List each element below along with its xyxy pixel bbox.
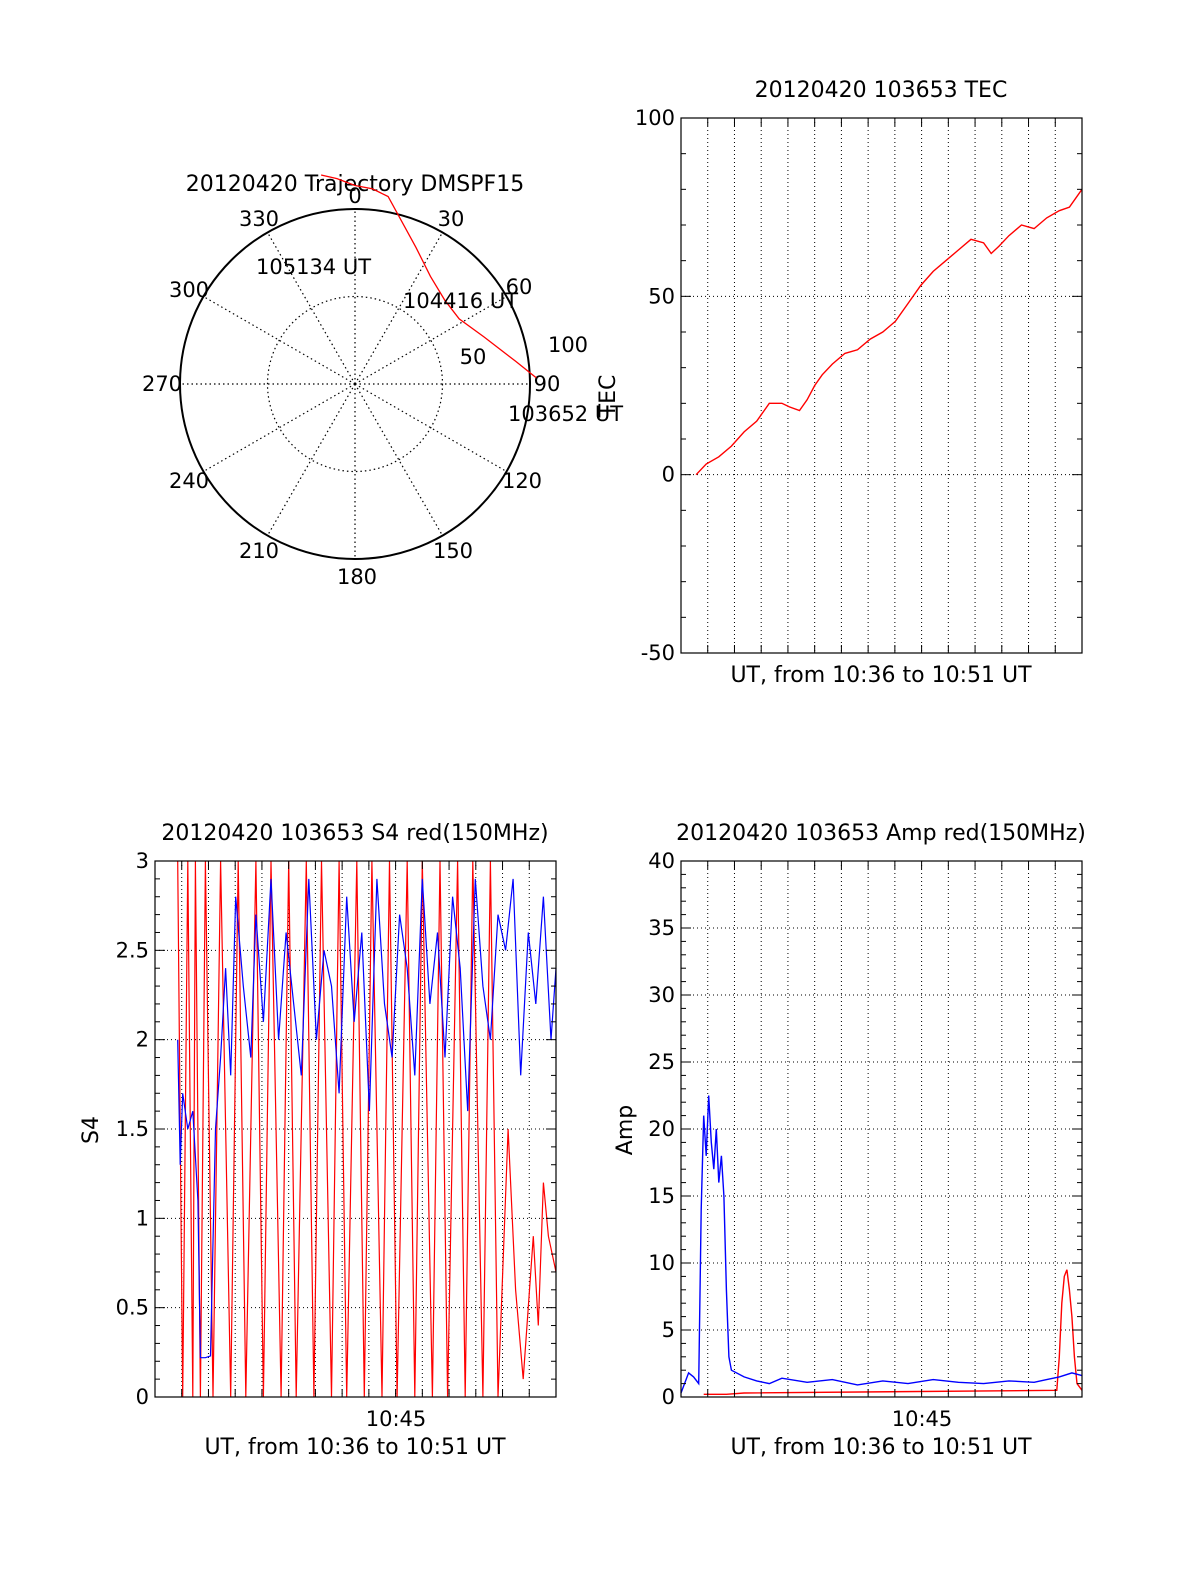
polar-azimuth-label: 30: [438, 207, 465, 231]
tec-axes: 100 50 0 -50: [635, 106, 1083, 665]
x-tick-label: 10:45: [366, 1407, 427, 1431]
data-series-line: [680, 1095, 1083, 1394]
s4-grid: [155, 861, 556, 1397]
y-tick-label: 1.5: [116, 1117, 149, 1141]
tec-grid: [681, 118, 1082, 653]
tec-panel: 20120420 103653 TEC 100 50 0 -50 UT, from 1…: [596, 78, 1083, 688]
s4-series: [177, 860, 557, 1398]
y-tick-label: 3: [136, 849, 149, 873]
y-tick-label: -50: [641, 641, 675, 665]
polar-grid: [179, 208, 531, 560]
s4-panel: 20120420 103653 S4 red(150MHz) 3 2.5 2 1.5 1…: [79, 821, 557, 1460]
polar-azimuth-label: 60: [506, 275, 533, 299]
y-tick-label: 15: [648, 1184, 675, 1208]
polar-annotations: 105134 UT 104416 UT 103652 UT: [256, 255, 623, 426]
amp-axes: 40 35 30 25 20 15 10 5 0 10:45: [648, 849, 1083, 1431]
polar-azimuth-label: 330: [239, 207, 279, 231]
y-tick-label: 40: [648, 849, 675, 873]
polar-spoke: [203, 383, 356, 473]
s4-axes: 3 2.5 2 1.5 1 0.5 0 10:45: [116, 849, 557, 1431]
polar-azimuth-label: 120: [502, 469, 542, 493]
data-series-line: [177, 860, 557, 1398]
polar-radial-labels: 50 100: [460, 333, 588, 369]
trajectory-line: [320, 174, 537, 379]
s4-title: 20120420 103653 S4 red(150MHz): [161, 821, 548, 846]
y-tick-label: 1: [136, 1206, 149, 1230]
y-tick-label: 100: [635, 106, 675, 130]
polar-azimuth-label: 150: [433, 539, 473, 563]
x-tick-label: 10:45: [892, 1407, 953, 1431]
polar-azimuth-label: 270: [142, 372, 182, 396]
amp-panel: 20120420 103653 Amp red(150MHz) 40 35 30 25…: [613, 821, 1086, 1460]
trajectory-time-label: 105134 UT: [256, 255, 371, 279]
y-tick-label: 20: [648, 1117, 675, 1141]
polar-azimuth-labels: 0 30 60 90 120 150 180 210 240 270 300 330: [142, 184, 560, 589]
amp-ylabel: Amp: [613, 1105, 638, 1155]
amp-xlabel: UT, from 10:36 to 10:51 UT: [730, 1435, 1032, 1460]
y-tick-label: 2.5: [116, 938, 149, 962]
data-series-line: [703, 1269, 1083, 1396]
polar-azimuth-label: 180: [337, 565, 377, 589]
polar-title: 20120420 Trajectory DMSPF15: [186, 172, 524, 197]
y-tick-label: 25: [648, 1050, 675, 1074]
y-tick-label: 50: [648, 284, 675, 308]
amp-series: [680, 1095, 1083, 1396]
polar-trajectory-panel: 20120420 Trajectory DMSPF15 0 30 60 90 120 15…: [142, 172, 623, 589]
y-tick-label: 5: [662, 1318, 675, 1342]
polar-ring-100: [179, 208, 531, 560]
s4-ylabel: S4: [79, 1116, 104, 1144]
amp-grid: [681, 861, 1082, 1397]
y-tick-label: 30: [648, 983, 675, 1007]
s4-xlabel: UT, from 10:36 to 10:51 UT: [204, 1435, 506, 1460]
polar-radial-label: 100: [548, 333, 588, 357]
tec-ylabel: TEC: [596, 375, 621, 419]
polar-radial-label: 50: [460, 345, 487, 369]
polar-azimuth-label: 300: [169, 278, 209, 302]
tec-series: [695, 188, 1083, 476]
polar-azimuth-label: 240: [169, 469, 209, 493]
y-tick-label: 0: [662, 1385, 675, 1409]
polar-azimuth-label: 0: [348, 184, 361, 208]
polar-azimuth-label: 90: [534, 372, 561, 396]
y-tick-label: 2: [136, 1028, 149, 1052]
data-series-line: [177, 878, 557, 1359]
polar-spoke: [266, 383, 356, 536]
polar-series: [320, 174, 537, 379]
y-tick-label: 0: [662, 463, 675, 487]
y-tick-label: 0: [136, 1385, 149, 1409]
plot-frame: [680, 117, 1083, 654]
polar-ring-50: [266, 295, 444, 473]
y-tick-label: 0.5: [116, 1296, 149, 1320]
data-series-line: [695, 188, 1083, 476]
polar-azimuth-label: 210: [239, 539, 279, 563]
tec-title: 20120420 103653 TEC: [755, 78, 1008, 103]
trajectory-time-label: 103652 UT: [508, 402, 623, 426]
tec-xlabel: UT, from 10:36 to 10:51 UT: [730, 663, 1032, 688]
amp-title: 20120420 103653 Amp red(150MHz): [676, 821, 1086, 846]
trajectory-time-label: 104416 UT: [403, 289, 518, 313]
y-tick-label: 10: [648, 1251, 675, 1275]
y-tick-label: 35: [648, 916, 675, 940]
